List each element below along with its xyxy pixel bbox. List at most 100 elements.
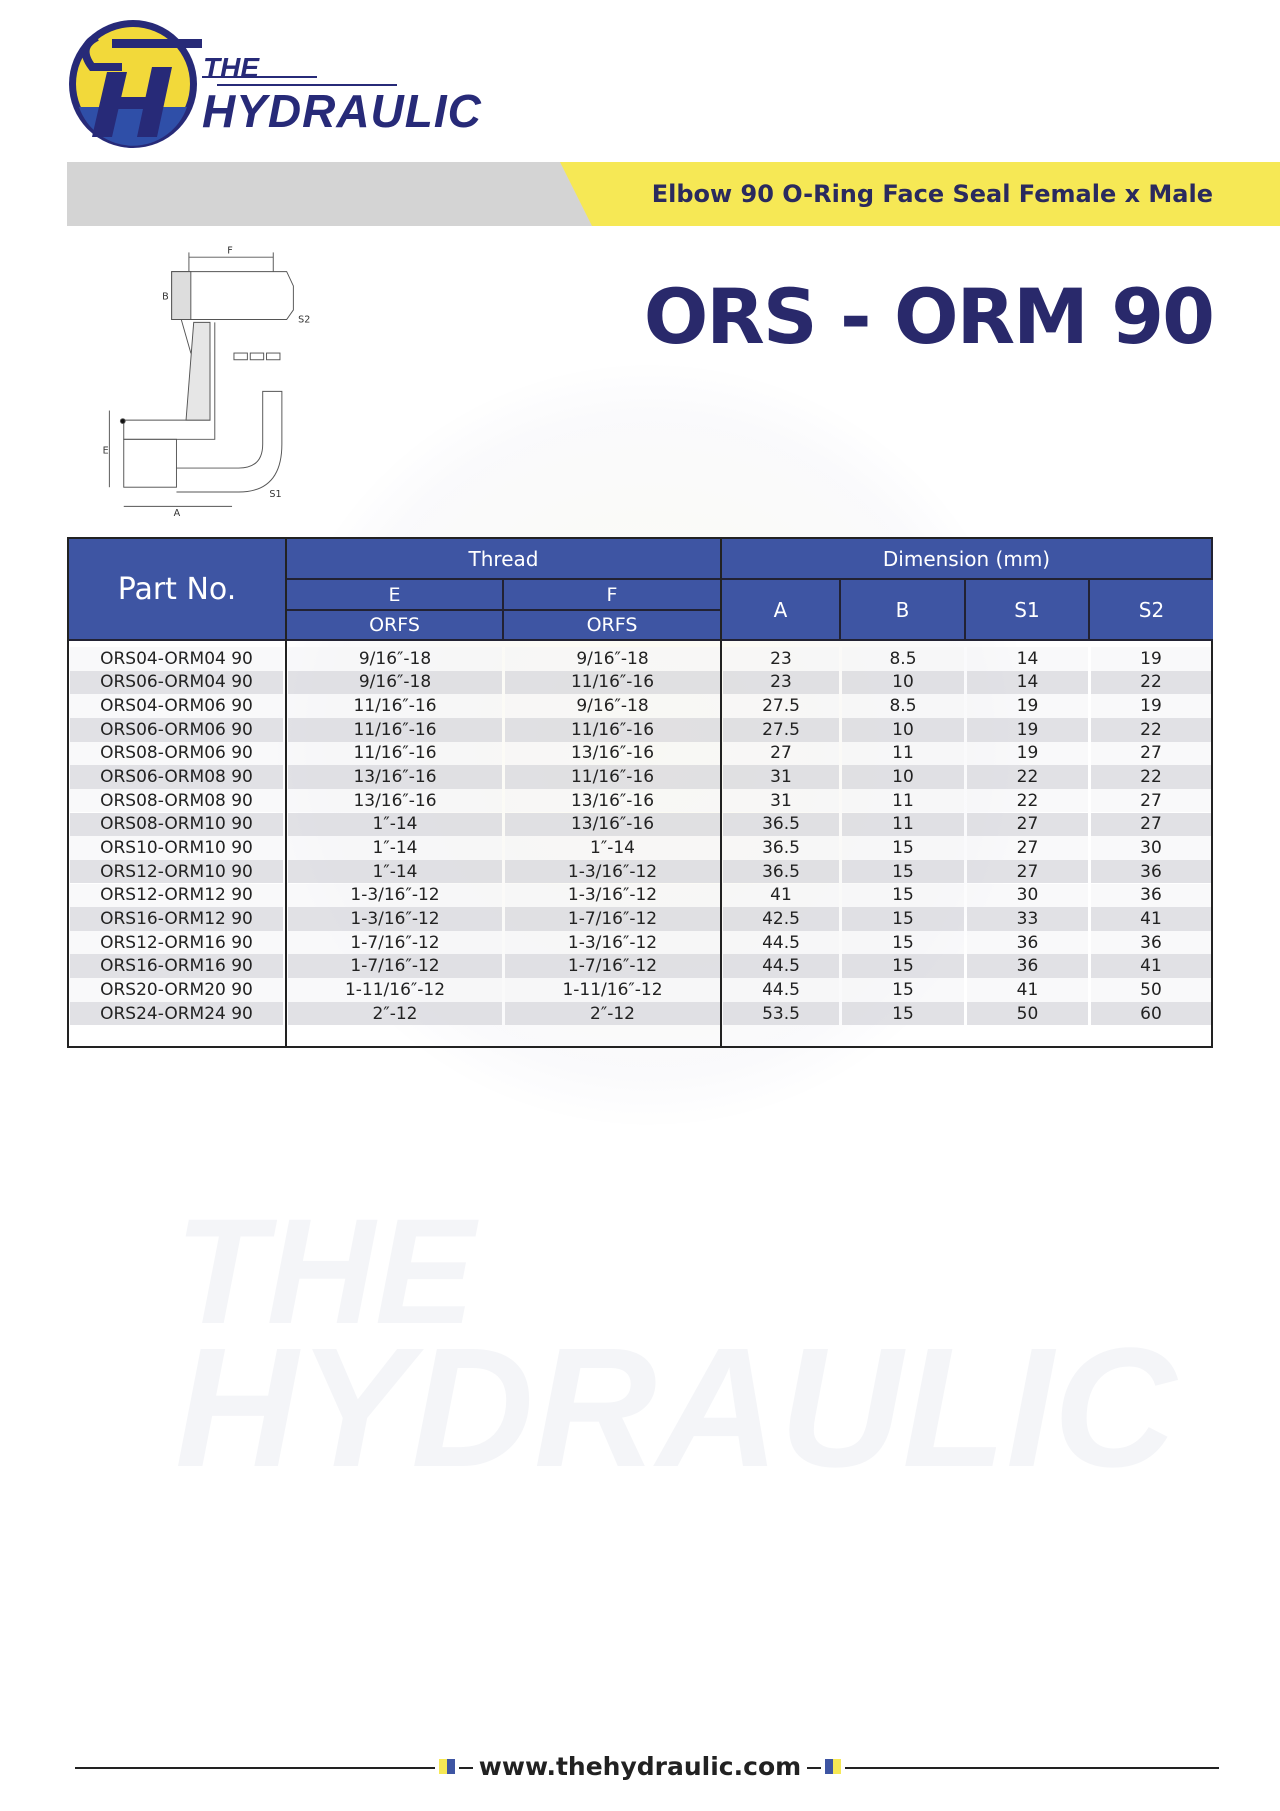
part-no-cell: ORS06-ORM04 90 <box>70 670 283 695</box>
dim-b-cell: 15 <box>842 978 964 1002</box>
dim-b-cell: 8.5 <box>842 647 964 671</box>
f-header: F <box>504 580 722 611</box>
dim-a-cell: 27 <box>723 741 839 766</box>
dim-a-cell: 31 <box>723 788 839 813</box>
thread-f-cell: 13/16″-16 <box>505 812 720 837</box>
dim-a-cell: 27.5 <box>723 717 839 742</box>
thread-e-cell: 1-7/16″-12 <box>288 930 502 955</box>
dim-s1-cell: 14 <box>967 647 1088 671</box>
dim-s1-cell: 27 <box>967 812 1088 837</box>
thread-e-cell: 13/16″-16 <box>288 765 502 789</box>
dim-b-cell: 11 <box>842 812 964 837</box>
thread-f-cell: 1″-14 <box>505 836 720 860</box>
thread-f-cell: 1-7/16″-12 <box>505 954 720 979</box>
dim-s2-cell: 36 <box>1091 883 1211 908</box>
dim-s2-cell: 36 <box>1091 859 1211 884</box>
thread-e-cell: 11/16″-16 <box>288 741 502 766</box>
dim-s1-cell: 22 <box>967 765 1088 789</box>
dim-s2-cell: 22 <box>1091 717 1211 742</box>
part-no-cell: ORS12-ORM10 90 <box>70 859 283 884</box>
diagram-label-f: F <box>227 245 233 256</box>
header-band-gray <box>67 162 627 226</box>
dim-b-cell: 10 <box>842 765 964 789</box>
e-header: E <box>287 580 504 611</box>
fitting-diagram: F B S2 E A S1 <box>103 245 311 517</box>
part-no-cell: ORS20-ORM20 90 <box>70 978 283 1002</box>
b-header: B <box>841 580 966 641</box>
thread-e-cell: 1-3/16″-12 <box>288 883 502 908</box>
dim-s1-cell: 22 <box>967 788 1088 813</box>
part-no-cell: ORS12-ORM12 90 <box>70 883 283 908</box>
s2-header: S2 <box>1090 580 1213 641</box>
thread-e-cell: 1-3/16″-12 <box>288 907 502 931</box>
f-orfs-header: ORFS <box>504 611 722 641</box>
thread-e-cell: 1″-14 <box>288 836 502 860</box>
thread-f-cell: 1-7/16″-12 <box>505 907 720 931</box>
footer: www.thehydraulic.com <box>0 1752 1280 1781</box>
logo-text-hydraulic: HYDRAULIC <box>202 85 482 137</box>
company-logo <box>69 20 397 148</box>
dim-s2-cell: 41 <box>1091 954 1211 979</box>
dim-s2-cell: 30 <box>1091 836 1211 860</box>
part-no-cell: ORS12-ORM16 90 <box>70 930 283 955</box>
specification-table: Part No. Thread Dimension (mm) E F ORFS … <box>67 537 1213 1048</box>
part-no-cell: ORS06-ORM06 90 <box>70 717 283 742</box>
website-link[interactable]: www.thehydraulic.com <box>472 1752 808 1781</box>
dim-a-cell: 44.5 <box>723 978 839 1002</box>
dim-s1-cell: 33 <box>967 907 1088 931</box>
dim-s1-cell: 19 <box>967 694 1088 718</box>
dim-b-cell: 15 <box>842 859 964 884</box>
thread-f-cell: 9/16″-18 <box>505 694 720 718</box>
dimension-header: Dimension (mm) <box>722 539 1213 580</box>
dim-s2-cell: 27 <box>1091 812 1211 837</box>
dim-s1-cell: 14 <box>967 670 1088 695</box>
part-no-cell: ORS08-ORM10 90 <box>70 812 283 837</box>
thread-e-cell: 1″-14 <box>288 812 502 837</box>
dim-s2-cell: 27 <box>1091 741 1211 766</box>
dim-s1-cell: 41 <box>967 978 1088 1002</box>
dim-s2-cell: 36 <box>1091 930 1211 955</box>
dim-a-cell: 31 <box>723 765 839 789</box>
dim-s2-cell: 60 <box>1091 1001 1211 1026</box>
product-subtitle: Elbow 90 O-Ring Face Seal Female x Male <box>651 180 1213 208</box>
dim-b-cell: 10 <box>842 717 964 742</box>
part-no-cell: ORS24-ORM24 90 <box>70 1001 283 1026</box>
dim-s2-cell: 27 <box>1091 788 1211 813</box>
thread-e-cell: 11/16″-16 <box>288 717 502 742</box>
diagram-label-s1: S1 <box>269 489 281 500</box>
header-band-yellow <box>560 162 1280 226</box>
dim-s2-cell: 22 <box>1091 765 1211 789</box>
thread-e-cell: 9/16″-18 <box>288 647 502 671</box>
e-orfs-header: ORFS <box>287 611 504 641</box>
footer-marker-left <box>434 1759 459 1774</box>
dim-b-cell: 15 <box>842 954 964 979</box>
column-divider <box>720 539 722 1046</box>
footer-marker-right <box>821 1759 846 1774</box>
part-no-cell: ORS04-ORM06 90 <box>70 694 283 718</box>
diagram-label-a: A <box>174 508 181 517</box>
dim-a-cell: 44.5 <box>723 930 839 955</box>
dim-b-cell: 10 <box>842 670 964 695</box>
part-no-cell: ORS10-ORM10 90 <box>70 836 283 860</box>
diagram-label-b: B <box>162 291 169 302</box>
thread-f-cell: 2″-12 <box>505 1001 720 1026</box>
a-header: A <box>722 580 841 641</box>
thread-f-cell: 1-3/16″-12 <box>505 859 720 884</box>
dim-b-cell: 15 <box>842 1001 964 1026</box>
thread-e-cell: 2″-12 <box>288 1001 502 1026</box>
thread-f-cell: 11/16″-16 <box>505 765 720 789</box>
dim-s2-cell: 19 <box>1091 694 1211 718</box>
part-no-cell: ORS04-ORM04 90 <box>70 647 283 671</box>
diagram-label-e: E <box>103 446 109 457</box>
thread-e-cell: 9/16″-18 <box>288 670 502 695</box>
column-divider <box>285 539 287 1046</box>
dim-s1-cell: 36 <box>967 954 1088 979</box>
dim-a-cell: 41 <box>723 883 839 908</box>
dim-a-cell: 53.5 <box>723 1001 839 1026</box>
watermark-hydraulic: HYDRAULIC <box>175 1313 1177 1503</box>
thread-e-cell: 1-11/16″-12 <box>288 978 502 1002</box>
s1-header: S1 <box>966 580 1090 641</box>
product-code: ORS - ORM 90 <box>643 272 1215 361</box>
dim-b-cell: 15 <box>842 883 964 908</box>
dim-s1-cell: 19 <box>967 717 1088 742</box>
